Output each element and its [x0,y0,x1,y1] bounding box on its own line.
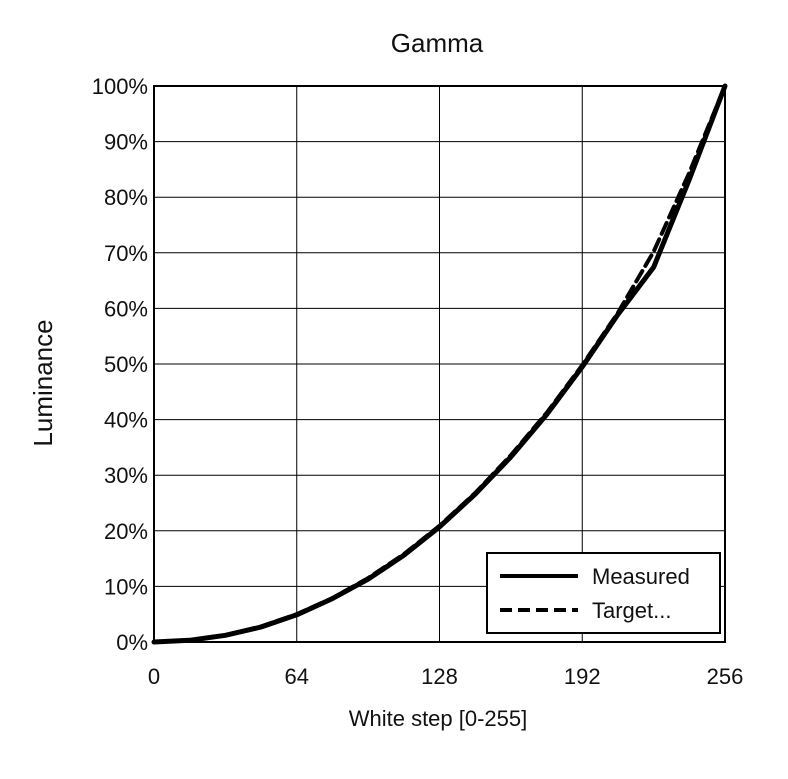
x-axis-label: White step [0-255] [349,706,528,731]
y-axis-label: Luminance [28,319,58,446]
chart-title: Gamma [391,28,484,58]
y-tick-label: 20% [104,519,148,544]
x-tick-label: 128 [421,664,458,689]
y-tick-label: 50% [104,352,148,377]
y-tick-label: 10% [104,574,148,599]
y-tick-label: 90% [104,130,148,155]
x-tick-label: 0 [148,664,160,689]
plot-area-border [153,85,726,643]
legend: Measured Target... [486,552,721,634]
y-tick-labels: 0% 10% 20% 30% 40% 50% 60% 70% 80% 90% 100% [92,74,148,655]
y-tick-label: 60% [104,296,148,321]
x-tick-label: 192 [564,664,601,689]
grid-lines [154,86,725,642]
legend-measured-label: Measured [592,564,690,589]
x-tick-labels: 0 64 128 192 256 [148,664,743,689]
y-tick-label: 70% [104,241,148,266]
y-tick-label: 30% [104,463,148,488]
x-tick-label: 64 [285,664,309,689]
series-lines [151,83,728,645]
legend-box [486,552,721,634]
legend-target-label: Target... [592,598,671,623]
y-tick-label: 100% [92,74,148,99]
y-tick-label: 40% [104,408,148,433]
series-line-target [152,84,727,644]
y-tick-label: 0% [116,630,148,655]
x-tick-label: 256 [707,664,744,689]
y-tick-label: 80% [104,185,148,210]
